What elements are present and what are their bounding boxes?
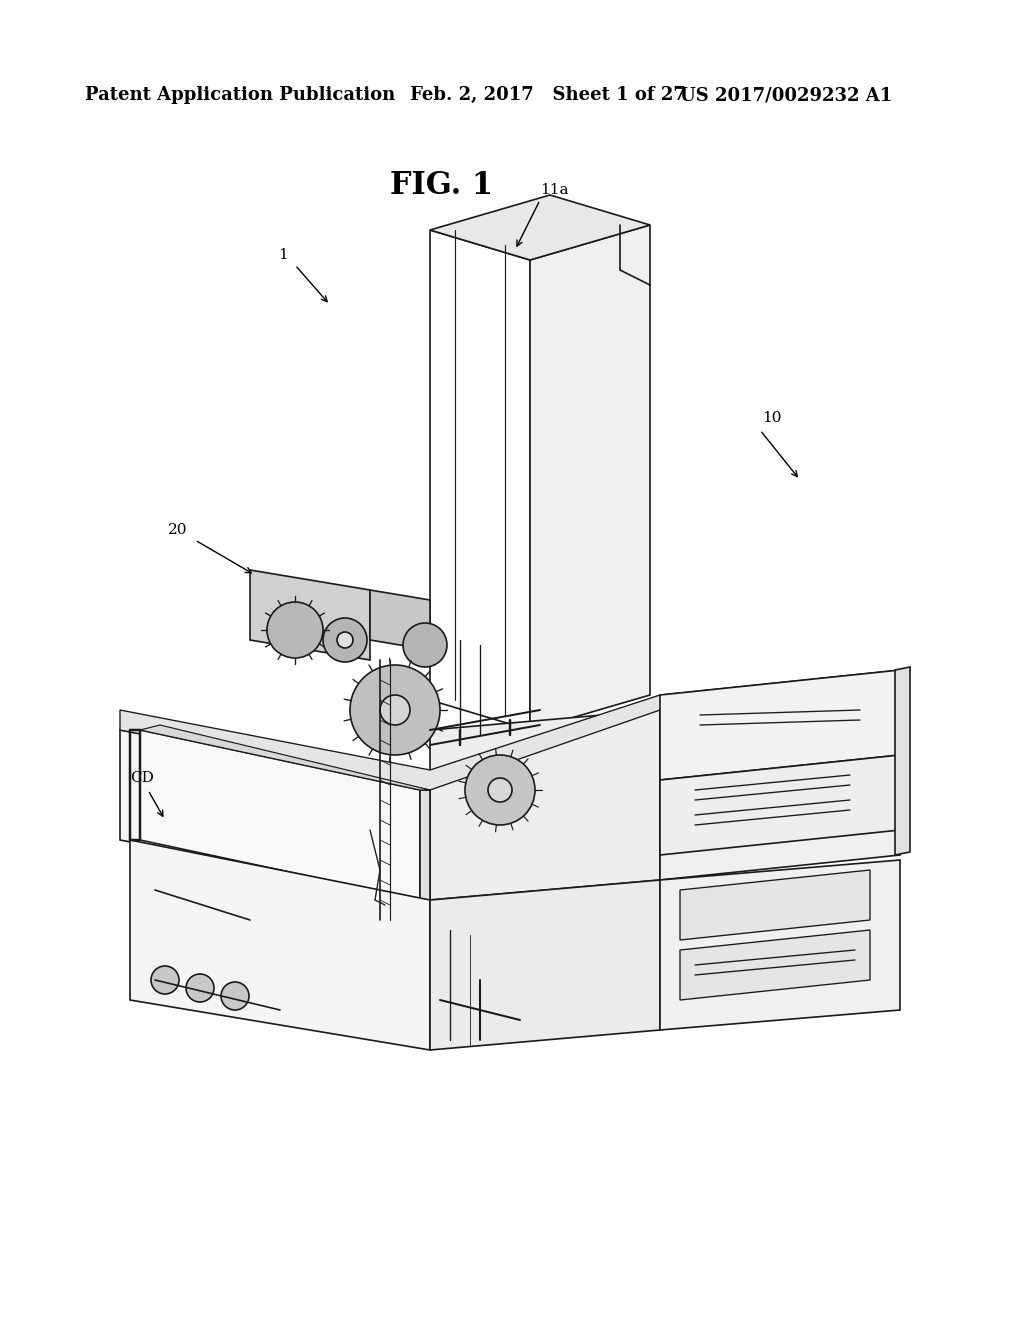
Text: CD: CD bbox=[130, 771, 154, 785]
Polygon shape bbox=[120, 730, 430, 900]
Text: Feb. 2, 2017   Sheet 1 of 27: Feb. 2, 2017 Sheet 1 of 27 bbox=[410, 86, 686, 104]
Text: US 2017/0029232 A1: US 2017/0029232 A1 bbox=[680, 86, 892, 104]
Polygon shape bbox=[660, 861, 900, 1030]
Polygon shape bbox=[130, 840, 430, 1049]
Text: 1: 1 bbox=[278, 248, 288, 261]
Polygon shape bbox=[250, 570, 370, 660]
Circle shape bbox=[227, 887, 263, 923]
Circle shape bbox=[380, 696, 410, 725]
Polygon shape bbox=[680, 931, 870, 1001]
Circle shape bbox=[172, 876, 208, 913]
Circle shape bbox=[323, 618, 367, 663]
Circle shape bbox=[267, 602, 323, 657]
Text: 10: 10 bbox=[762, 411, 781, 425]
Circle shape bbox=[151, 966, 179, 994]
Polygon shape bbox=[430, 195, 650, 260]
Polygon shape bbox=[370, 590, 430, 649]
Polygon shape bbox=[120, 671, 900, 789]
Polygon shape bbox=[660, 671, 900, 780]
Circle shape bbox=[221, 982, 249, 1010]
Text: FIG. 1: FIG. 1 bbox=[390, 169, 493, 201]
Text: 11a: 11a bbox=[540, 183, 568, 197]
Polygon shape bbox=[895, 667, 910, 855]
Circle shape bbox=[337, 632, 353, 648]
Circle shape bbox=[465, 755, 535, 825]
Circle shape bbox=[350, 665, 440, 755]
Text: Patent Application Publication: Patent Application Publication bbox=[85, 86, 395, 104]
Polygon shape bbox=[430, 880, 660, 1049]
Circle shape bbox=[186, 974, 214, 1002]
Polygon shape bbox=[660, 685, 900, 880]
Polygon shape bbox=[420, 789, 430, 900]
Polygon shape bbox=[660, 755, 900, 855]
Circle shape bbox=[403, 623, 447, 667]
Text: 20: 20 bbox=[168, 523, 187, 537]
Polygon shape bbox=[140, 730, 420, 900]
Polygon shape bbox=[530, 224, 650, 730]
Circle shape bbox=[488, 777, 512, 803]
Polygon shape bbox=[140, 725, 430, 789]
Polygon shape bbox=[430, 710, 660, 900]
Polygon shape bbox=[680, 870, 870, 940]
